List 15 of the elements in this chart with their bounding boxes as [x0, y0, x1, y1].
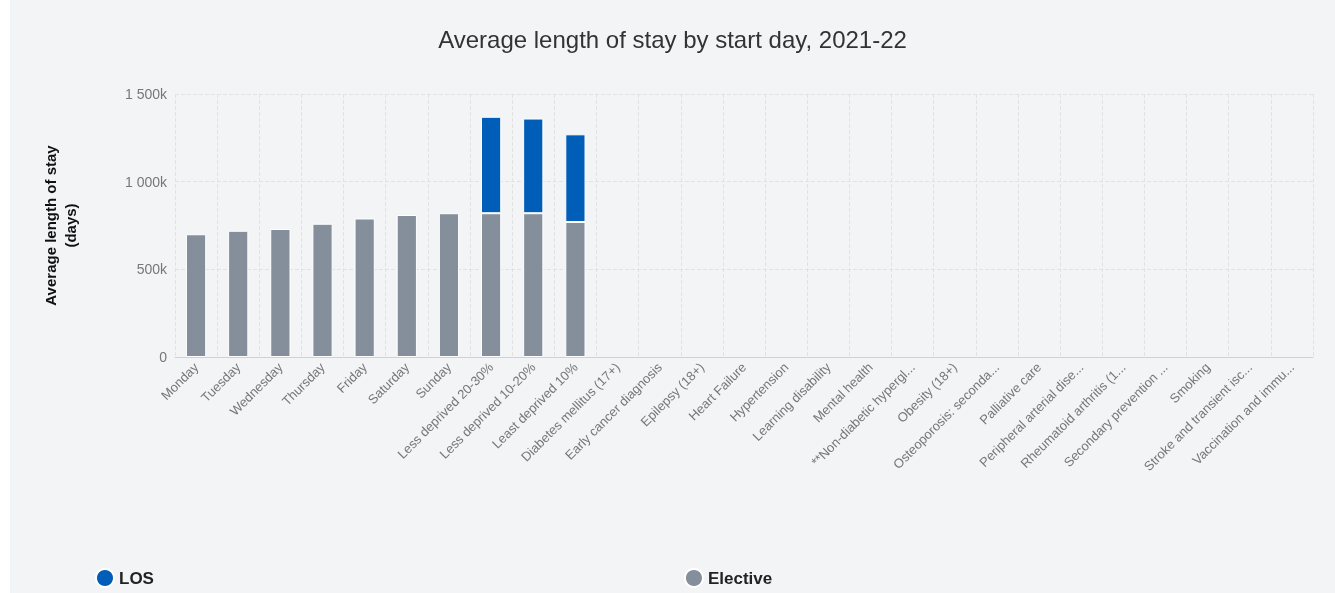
legend-label: LOS — [119, 568, 154, 588]
y-tick-label: 1 000k — [124, 173, 168, 190]
bar — [396, 214, 417, 357]
y-tick-label: 500k — [136, 261, 168, 278]
bar — [438, 213, 460, 357]
legend-label: Elective — [707, 568, 773, 588]
bar — [228, 230, 249, 357]
chart-title: Average length of stay by start day, 2021-22 — [438, 25, 907, 53]
bar — [185, 234, 207, 357]
bar — [312, 223, 333, 357]
bar — [270, 229, 291, 357]
y-tick-label: 1 500k — [124, 86, 168, 102]
y-axis-title: Average length of stay (days) — [41, 144, 79, 306]
bar — [354, 218, 375, 357]
y-tick-label: 0 — [159, 349, 168, 365]
